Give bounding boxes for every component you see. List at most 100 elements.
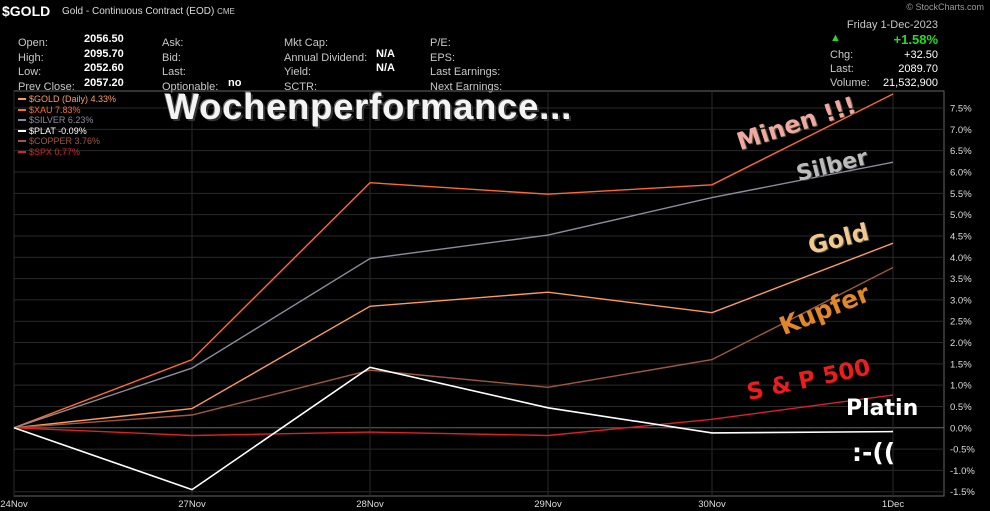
last-value: 2089.70 (898, 63, 938, 75)
quote-col1-row: High: 2095.70 (18, 48, 124, 66)
quote-label: High: (18, 51, 44, 64)
chart-legend: $GOLD (Daily) 4.33% $XAU 7.83% $SILVER 6.2… (18, 94, 116, 157)
quote-label: Yield: (284, 66, 312, 78)
x-tick-label: 29Nov (534, 499, 562, 510)
quote-label: Low: (18, 66, 42, 78)
quote-label: Last Earnings: (430, 66, 501, 78)
legend-item-silver: $SILVER 6.23% (18, 115, 116, 126)
series-line-xau (13, 93, 894, 429)
y-tick-label: 5.0% (950, 210, 972, 221)
legend-label: $SILVER 6.23% (29, 115, 94, 125)
series-line-plat (13, 366, 894, 491)
chg-value: +32.50 (904, 49, 938, 61)
quote-col2-row: Optionable: no (162, 77, 241, 95)
quote-label: EPS: (430, 51, 456, 64)
quote-value: 2095.70 (84, 47, 124, 60)
x-tick-label: 28Nov (356, 499, 384, 510)
y-tick-label: 1.5% (950, 359, 972, 370)
legend-swatch (18, 150, 26, 153)
series-line-copper (13, 266, 894, 429)
x-tick-label: 30Nov (698, 499, 726, 510)
change-percent: +1.58% (893, 32, 938, 47)
volume-value: 21,532,900 (882, 77, 938, 89)
y-tick-label: 7.0% (950, 125, 972, 136)
ticker-symbol: $GOLD (2, 3, 51, 19)
quote-value: 2052.60 (84, 62, 124, 74)
y-tick-label: -1.5% (950, 487, 975, 498)
quote-value: 2057.20 (84, 76, 124, 89)
chg-label: Chg: (830, 49, 854, 61)
overlay-title: Wochenperformance... (165, 86, 573, 127)
quote-col3-row: Yield: N/A (284, 62, 395, 80)
annotation-platin: Platin (846, 396, 919, 421)
quote-col4-row: Last Earnings: (430, 62, 500, 80)
y-tick-label: 6.0% (950, 168, 972, 179)
quote-col3-row: SCTR: (284, 77, 317, 95)
y-tick-label: 4.0% (950, 253, 972, 264)
series-line-gold (13, 242, 894, 429)
y-tick-label: 3.5% (950, 274, 972, 285)
legend-swatch (18, 129, 26, 132)
legend-item-xau: $XAU 7.83% (18, 105, 116, 116)
quote-label: P/E: (430, 37, 451, 49)
quote-col3-row: Mkt Cap: (284, 33, 328, 51)
quote-label: Mkt Cap: (284, 37, 329, 49)
legend-label: $COPPER 3.76% (29, 136, 101, 146)
x-tick-label: 24Nov (0, 499, 28, 510)
annotation-sad-face: :-(( (852, 438, 896, 467)
up-arrow-icon: ▲ (830, 32, 841, 44)
legend-swatch (18, 98, 26, 101)
quote-value: N/A (376, 47, 395, 60)
y-tick-label: 1.0% (950, 381, 972, 392)
quote-col1-row: Open: 2056.50 (18, 33, 124, 51)
quote-label: Optionable: (162, 80, 219, 93)
quote-label: Annual Dividend: (284, 51, 368, 64)
quote-label: Next Earnings: (430, 80, 503, 93)
legend-item-gold: $GOLD (Daily) 4.33% (18, 94, 116, 105)
instrument-title: Gold - Continuous Contract (EOD) CME (62, 6, 235, 17)
y-tick-label: 0.0% (950, 423, 972, 434)
brand-watermark: © StockCharts.com (906, 2, 984, 12)
quote-col2-row: Ask: (162, 33, 183, 51)
y-tick-label: 6.5% (950, 146, 972, 157)
quote-col4-row: EPS: (430, 48, 455, 66)
y-tick-label: 7.5% (950, 104, 972, 115)
quote-col2-row: Bid: (162, 48, 181, 66)
quote-col2-row: Last: (162, 62, 186, 80)
quote-date: Friday 1-Dec-2023 (846, 19, 938, 31)
quote-value: N/A (376, 62, 395, 74)
y-tick-label: 2.0% (950, 338, 972, 349)
quote-col3-row: Annual Dividend: N/A (284, 48, 395, 66)
legend-swatch (18, 119, 26, 122)
legend-item-spx: $SPX 0.77% (18, 147, 116, 158)
plot-frame (13, 90, 945, 497)
quote-label: SCTR: (284, 80, 317, 93)
quote-label: Bid: (162, 51, 181, 64)
legend-item-copper: $COPPER 3.76% (18, 136, 116, 147)
quote-label: Ask: (162, 37, 184, 49)
y-tick-label: 3.0% (950, 295, 972, 306)
quote-value: no (228, 76, 242, 89)
series-line-spx (13, 394, 894, 437)
y-tick-label: -0.5% (950, 445, 975, 456)
quote-label: Prev Close: (18, 80, 75, 93)
quote-col4-row: P/E: (430, 33, 451, 51)
y-tick-label: 0.5% (950, 402, 972, 413)
legend-swatch (18, 140, 26, 143)
quote-value: 2056.50 (84, 33, 124, 45)
exchange-label: CME (217, 7, 235, 16)
quote-info-panel: Open: 2056.50 High: 2095.70 Low: 2052.60 Prev … (14, 18, 944, 93)
quote-col1-row: Prev Close: 2057.20 (18, 77, 124, 95)
quote-label: Last: (162, 66, 186, 78)
x-tick-label: 1Dec (882, 499, 904, 510)
quote-label: Open: (18, 37, 48, 49)
x-tick-label: 27Nov (178, 499, 206, 510)
y-tick-label: 4.5% (950, 231, 972, 242)
legend-swatch (18, 108, 26, 111)
y-tick-label: 2.5% (950, 317, 972, 328)
legend-item-plat: $PLAT -0.09% (18, 126, 116, 137)
volume-label: Volume: (830, 77, 870, 89)
quote-col1-row: Low: 2052.60 (18, 62, 124, 80)
last-label: Last: (830, 63, 854, 75)
